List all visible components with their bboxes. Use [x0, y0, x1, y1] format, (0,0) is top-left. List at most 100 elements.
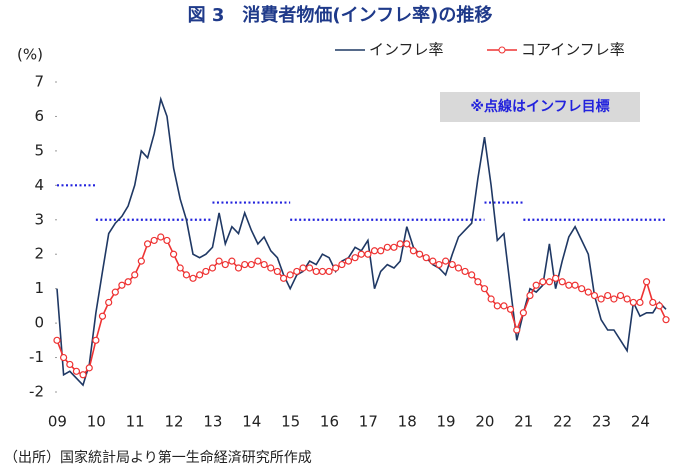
series-marker [461, 267, 469, 276]
series-marker [571, 281, 579, 289]
series-marker [623, 295, 631, 303]
series-marker [325, 267, 333, 276]
series-marker [98, 312, 107, 320]
x-tick-label: 22 [553, 413, 572, 431]
series-marker [416, 250, 424, 258]
series-marker [150, 236, 158, 245]
series-marker [545, 278, 554, 286]
series-marker [493, 302, 501, 310]
series-marker [636, 298, 644, 307]
x-tick-label: 19 [437, 413, 456, 431]
series-marker [338, 260, 346, 269]
series-marker [616, 291, 625, 300]
series-marker [234, 264, 243, 272]
series-marker [448, 260, 456, 269]
series-marker [157, 233, 165, 241]
x-tick-label: 09 [48, 413, 67, 431]
y-tick-label: 5 [34, 141, 44, 159]
annotation-box [440, 92, 640, 122]
series-marker [293, 267, 301, 276]
series-marker [403, 240, 411, 248]
series-marker [254, 257, 262, 265]
series-marker [578, 285, 586, 293]
series-marker [610, 295, 618, 303]
series-marker [662, 316, 670, 324]
series-marker [539, 278, 547, 286]
series-marker [604, 291, 612, 300]
series-marker [299, 264, 307, 272]
series-marker [176, 264, 184, 272]
series-marker [597, 295, 605, 303]
y-tick-label: -2 [29, 383, 44, 401]
series-marker [629, 298, 637, 307]
series-marker [506, 305, 515, 313]
series-marker [105, 298, 113, 307]
series-marker [286, 271, 294, 279]
series-marker [344, 257, 353, 265]
y-tick-label: 3 [34, 210, 44, 228]
series-marker [306, 264, 314, 272]
series-marker [364, 250, 372, 258]
x-tick-label: 16 [320, 413, 339, 431]
series-marker [202, 267, 210, 276]
series-marker [454, 264, 463, 272]
y-tick-label: 7 [34, 73, 44, 91]
series-marker [196, 271, 204, 279]
series-marker [228, 257, 236, 265]
series-marker [642, 278, 651, 286]
series-marker [649, 298, 657, 307]
series-marker [422, 254, 430, 262]
source-note: （出所）国家統計局より第一生命経済研究所作成 [4, 449, 312, 466]
series-marker [565, 281, 573, 289]
legend-label: インフレ率 [369, 41, 444, 59]
series-marker [318, 267, 327, 276]
series-marker [79, 371, 87, 379]
series-marker [221, 260, 229, 269]
series-marker [72, 367, 81, 375]
series-marker [111, 288, 119, 296]
series-marker [558, 278, 566, 286]
x-tick-label: 14 [242, 413, 261, 431]
series-marker [409, 247, 417, 255]
series-marker [208, 264, 217, 272]
y-tick-label: -1 [29, 348, 44, 366]
series-marker [552, 274, 560, 282]
series-marker [442, 257, 450, 265]
legend-marker [498, 46, 506, 54]
x-tick-label: 23 [592, 413, 611, 431]
series-marker [590, 291, 599, 300]
series-marker [584, 288, 592, 296]
series-marker [92, 336, 100, 344]
y-axis-label: (%) [17, 46, 43, 64]
series-marker [260, 260, 268, 269]
series-marker [396, 240, 404, 248]
series-marker [118, 281, 126, 289]
y-tick-label: 6 [34, 107, 44, 125]
x-tick-label: 11 [126, 413, 145, 431]
series-marker [137, 257, 145, 265]
series-marker [332, 264, 340, 272]
chart-title: 図 3 消費者物価(インフレ率)の推移 [188, 4, 493, 26]
x-tick-label: 20 [475, 413, 494, 431]
series-marker [468, 271, 476, 279]
series-marker [267, 264, 275, 272]
y-tick-label: 4 [34, 176, 44, 194]
x-tick-label: 15 [281, 413, 300, 431]
series-marker [429, 257, 437, 265]
series-marker [655, 302, 663, 310]
series-marker [351, 254, 359, 262]
series-marker [124, 278, 132, 286]
x-tick-label: 12 [164, 413, 183, 431]
series-marker [189, 274, 197, 282]
series-marker [163, 236, 171, 245]
x-tick-label: 21 [514, 413, 533, 431]
x-tick-label: 13 [203, 413, 222, 431]
series-marker [215, 257, 223, 265]
series-marker [480, 285, 489, 293]
series-marker [513, 326, 521, 334]
x-tick-label: 10 [87, 413, 106, 431]
series-marker [66, 360, 74, 369]
y-tick-label: 0 [34, 314, 44, 332]
